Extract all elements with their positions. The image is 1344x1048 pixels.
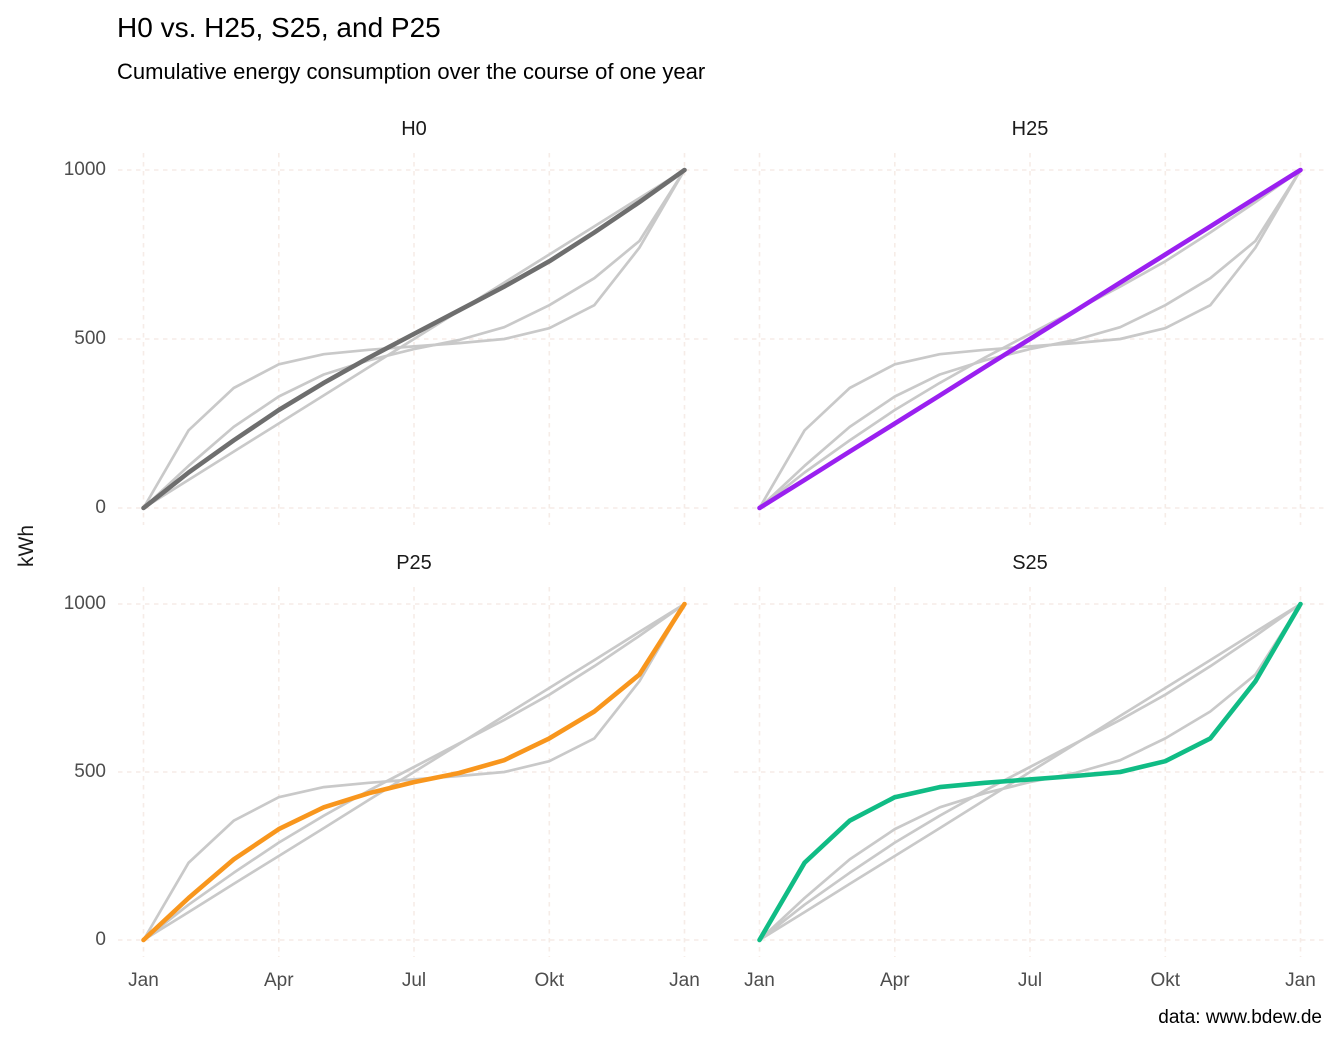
facet-strip-s25: S25 [1012,552,1048,574]
x-tick-label: Jul [1017,970,1043,991]
y-tick-label: 500 [74,761,106,782]
x-tick-label: Apr [263,970,294,991]
facet-panel-h25 [734,153,1326,525]
x-tick-label: Jan [1285,970,1316,991]
x-tick-label: Jan [669,970,700,991]
y-axis-title: kWh [15,525,38,567]
facet-panel-s25 [734,587,1326,957]
y-tick-label: 0 [95,929,106,950]
caption-source: data: www.bdew.de [1158,1007,1322,1028]
line-chart-h0 [118,153,710,525]
line-chart-s25 [734,587,1326,957]
facet-strip-h25: H25 [1011,118,1049,140]
facet-panel-h0 [118,153,710,525]
y-tick-label: 500 [74,328,106,349]
plot-title: H0 vs. H25, S25, and P25 [117,12,441,43]
x-tick-label: Jan [744,970,775,991]
facet-strip-h0: H0 [401,118,427,140]
x-tick-label: Apr [879,970,910,991]
line-chart-h25 [734,153,1326,525]
x-tick-label: Jul [401,970,427,991]
x-tick-label: Okt [1150,970,1181,991]
x-tick-label: Jan [128,970,159,991]
y-tick-label: 1000 [63,593,106,614]
plot-subtitle: Cumulative energy consumption over the c… [117,59,706,84]
facet-panel-p25 [118,587,710,957]
line-chart-p25 [118,587,710,957]
y-tick-label: 1000 [63,159,106,180]
x-tick-label: Okt [534,970,565,991]
y-tick-label: 0 [95,497,106,518]
facet-strip-p25: P25 [396,552,432,574]
